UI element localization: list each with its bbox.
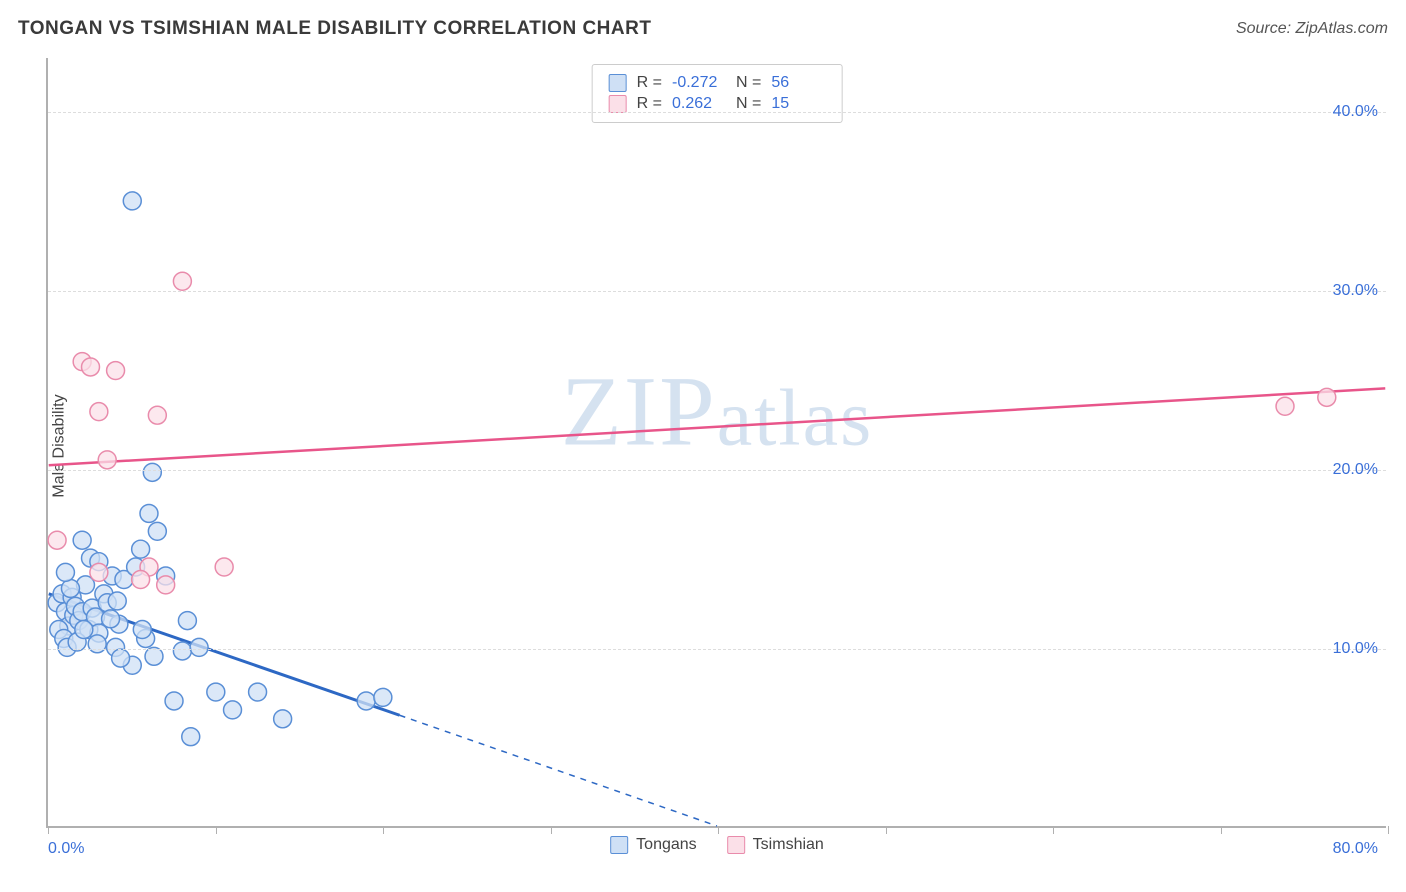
trend-line: [49, 388, 1386, 465]
data-point: [107, 362, 125, 380]
x-tick: [48, 826, 49, 834]
data-point: [82, 358, 100, 376]
legend-swatch: [610, 836, 628, 854]
x-tick: [1221, 826, 1222, 834]
n-value: 15: [771, 95, 825, 113]
correlation-legend: R = -0.272 N = 56 R = 0.262 N = 15: [592, 64, 843, 123]
y-tick-label: 40.0%: [1333, 103, 1378, 121]
gridline-h: [48, 291, 1386, 292]
data-point: [249, 683, 267, 701]
x-tick: [216, 826, 217, 834]
chart-title: TONGAN VS TSIMSHIAN MALE DISABILITY CORR…: [18, 18, 651, 40]
data-point: [90, 403, 108, 421]
data-point: [207, 683, 225, 701]
data-point: [75, 621, 93, 639]
series-legend-item: Tsimshian: [727, 836, 824, 854]
series-name: Tongans: [636, 836, 697, 854]
x-tick: [1053, 826, 1054, 834]
data-point: [56, 563, 74, 581]
data-point: [90, 563, 108, 581]
data-point: [143, 463, 161, 481]
source-attribution: Source: ZipAtlas.com: [1236, 20, 1388, 38]
data-point: [357, 692, 375, 710]
data-point: [178, 612, 196, 630]
y-tick-label: 10.0%: [1333, 640, 1378, 658]
data-point: [182, 728, 200, 746]
legend-swatch: [727, 836, 745, 854]
r-value: 0.262: [672, 95, 726, 113]
n-value: 56: [771, 74, 825, 92]
r-value: -0.272: [672, 74, 726, 92]
x-axis-max-label: 80.0%: [1333, 840, 1378, 858]
data-point: [1318, 388, 1336, 406]
data-point: [148, 522, 166, 540]
data-point: [98, 451, 116, 469]
scatter-plot-svg: [48, 58, 1386, 826]
y-tick-label: 20.0%: [1333, 461, 1378, 479]
data-point: [173, 642, 191, 660]
data-point: [132, 571, 150, 589]
data-point: [123, 192, 141, 210]
data-point: [157, 576, 175, 594]
data-point: [132, 540, 150, 558]
r-label: R =: [637, 95, 662, 113]
n-label: N =: [736, 74, 761, 92]
data-point: [112, 649, 130, 667]
data-point: [108, 592, 126, 610]
data-point: [140, 504, 158, 522]
data-point: [145, 647, 163, 665]
r-label: R =: [637, 74, 662, 92]
series-name: Tsimshian: [753, 836, 824, 854]
legend-swatch: [609, 95, 627, 113]
gridline-h: [48, 112, 1386, 113]
data-point: [1276, 397, 1294, 415]
data-point: [215, 558, 233, 576]
legend-swatch: [609, 74, 627, 92]
n-label: N =: [736, 95, 761, 113]
x-tick: [1388, 826, 1389, 834]
data-point: [190, 638, 208, 656]
trend-line-dashed: [400, 715, 717, 826]
data-point: [73, 531, 91, 549]
data-point: [133, 621, 151, 639]
series-legend-item: Tongans: [610, 836, 697, 854]
y-tick-label: 30.0%: [1333, 282, 1378, 300]
x-axis-min-label: 0.0%: [48, 840, 84, 858]
data-point: [374, 688, 392, 706]
correlation-legend-row: R = 0.262 N = 15: [609, 95, 826, 113]
data-point: [148, 406, 166, 424]
gridline-h: [48, 649, 1386, 650]
data-point: [48, 531, 66, 549]
chart-plot-area: ZIPatlas R =-0.272N =56R =0.262N =15 0.0…: [46, 58, 1386, 828]
data-point: [165, 692, 183, 710]
x-tick: [551, 826, 552, 834]
correlation-legend-row: R = -0.272 N = 56: [609, 74, 826, 92]
x-tick: [383, 826, 384, 834]
data-point: [274, 710, 292, 728]
data-point: [88, 635, 106, 653]
gridline-h: [48, 470, 1386, 471]
data-point: [224, 701, 242, 719]
series-legend: Tongans Tsimshian: [610, 836, 824, 854]
data-point: [102, 610, 120, 628]
x-tick: [718, 826, 719, 834]
data-point: [173, 272, 191, 290]
x-tick: [886, 826, 887, 834]
data-point: [61, 579, 79, 597]
